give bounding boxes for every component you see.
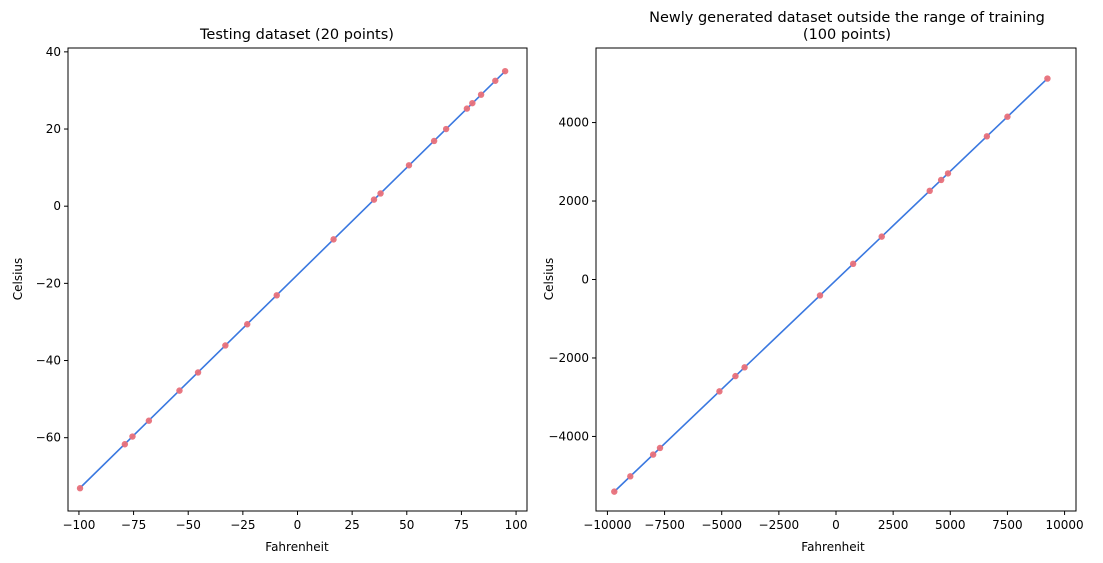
data-point	[656, 444, 664, 452]
data-point	[244, 321, 251, 328]
x-tick-label: 7500	[992, 518, 1023, 532]
y-tick-label: 20	[46, 122, 61, 136]
data-point	[716, 388, 723, 395]
data-point	[145, 417, 153, 424]
x-tick-label: −50	[176, 518, 201, 532]
data-point	[377, 190, 384, 197]
data-point	[1044, 75, 1051, 82]
y-axis-ticks: −4000 −2000 0 2000 4000	[548, 116, 596, 443]
y-tick-label: −20	[36, 276, 61, 290]
data-point	[469, 99, 476, 107]
data-point	[849, 260, 857, 268]
data-point	[937, 176, 945, 184]
x-tick-label: −25	[230, 518, 255, 532]
data-point	[330, 236, 337, 243]
y-tick-label: 0	[53, 199, 61, 213]
x-tick-label: 0	[294, 518, 302, 532]
x-tick-label: 100	[505, 518, 528, 532]
x-axis-label: Fahrenheit	[265, 540, 329, 554]
y-tick-label: −60	[36, 431, 61, 445]
y-tick-label: 0	[581, 273, 589, 287]
y-tick-label: −4000	[548, 429, 589, 443]
data-point	[222, 342, 229, 349]
x-tick-label: 25	[345, 518, 360, 532]
data-point	[926, 187, 933, 195]
x-tick-label: −100	[62, 518, 95, 532]
data-point	[442, 125, 450, 133]
x-axis-ticks: −10000 −7500 −5000 −2500 0 2500 5000 7500 10000	[583, 511, 1084, 532]
data-point	[194, 369, 202, 376]
chart-generated-dataset: Newly generated dataset outside the rang…	[542, 10, 1084, 554]
data-points	[611, 75, 1051, 495]
data-point	[816, 292, 824, 299]
data-point	[370, 196, 378, 203]
y-tick-label: 2000	[558, 194, 589, 208]
x-axis-ticks: −100 −75 −50 −25 0 25 50 75 100	[62, 511, 528, 532]
data-point	[649, 451, 657, 458]
x-tick-label: 2500	[878, 518, 909, 532]
y-tick-label: 40	[46, 45, 61, 59]
data-point	[611, 488, 618, 495]
data-point	[430, 137, 438, 145]
data-point	[492, 77, 499, 84]
chart-subtitle: (100 points)	[803, 27, 891, 43]
data-point	[463, 105, 471, 112]
data-point	[741, 364, 748, 371]
x-tick-label: 50	[399, 518, 414, 532]
chart-testing-dataset: Testing dataset (20 points) −100 −75 −50 −2…	[11, 27, 528, 554]
data-point	[76, 485, 84, 492]
data-points	[76, 67, 509, 492]
plot-frame	[595, 47, 1077, 512]
y-axis-label: Celsius	[542, 258, 556, 301]
x-tick-label: −10000	[583, 518, 631, 532]
x-tick-label: 10000	[1045, 518, 1083, 532]
plot-frame	[67, 47, 528, 512]
fit-line-layer	[78, 70, 506, 490]
fit-line-layer	[613, 77, 1048, 493]
y-axis-label: Celsius	[11, 258, 25, 301]
x-axis-label: Fahrenheit	[801, 540, 865, 554]
y-axis-ticks: −60 −40 −20 0 20 40	[36, 45, 68, 445]
chart-title: Newly generated dataset outside the rang…	[649, 10, 1045, 26]
fit-line	[78, 70, 506, 490]
y-tick-label: −2000	[548, 351, 589, 365]
x-tick-label: 5000	[935, 518, 966, 532]
data-point	[477, 91, 485, 98]
y-tick-label: −40	[36, 354, 61, 368]
data-point	[129, 433, 136, 440]
data-point	[878, 233, 885, 240]
data-point	[627, 473, 634, 480]
data-point	[944, 170, 952, 177]
data-point	[1004, 113, 1011, 120]
data-point	[732, 372, 739, 380]
y-tick-label: 4000	[558, 116, 589, 130]
x-tick-label: −5000	[701, 518, 742, 532]
data-point	[273, 292, 280, 299]
data-point	[176, 387, 183, 394]
data-point	[983, 133, 991, 140]
x-tick-label: −75	[121, 518, 146, 532]
data-point	[121, 441, 129, 448]
data-point	[501, 67, 509, 75]
x-tick-label: −7500	[644, 518, 685, 532]
fit-line	[613, 77, 1048, 493]
data-point	[405, 162, 413, 169]
x-tick-label: −2500	[759, 518, 800, 532]
x-tick-label: 0	[832, 518, 840, 532]
chart-title: Testing dataset (20 points)	[199, 27, 394, 43]
x-tick-label: 75	[454, 518, 469, 532]
